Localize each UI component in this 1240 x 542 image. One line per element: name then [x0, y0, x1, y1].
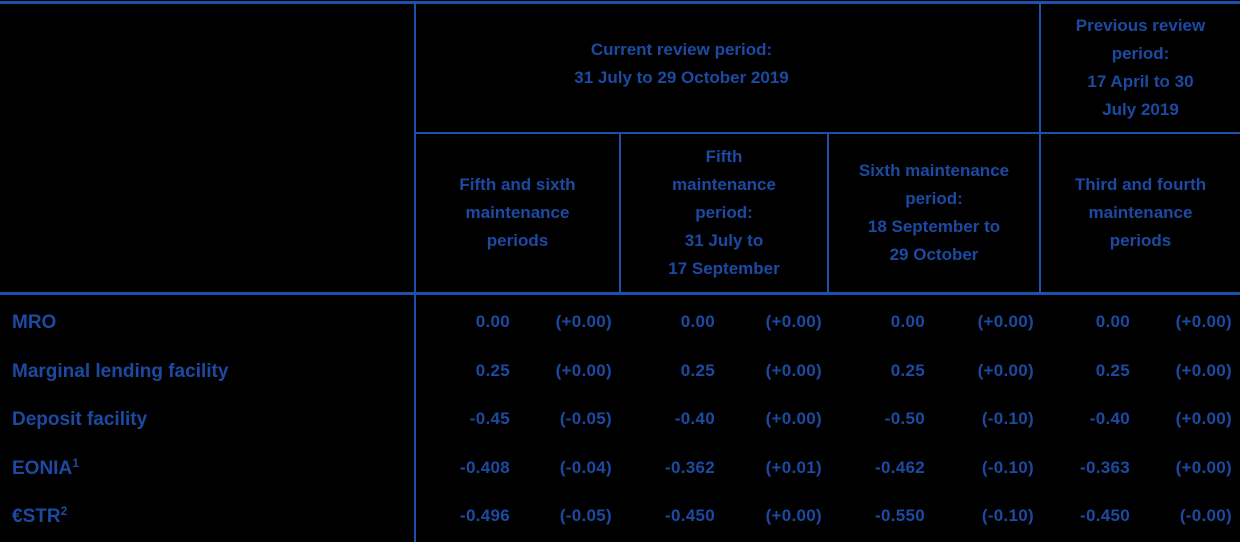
rate-value: -0.40 — [674, 409, 715, 428]
rate-change: (+0.00) — [977, 361, 1034, 380]
row-label-text: Deposit facility — [12, 409, 148, 431]
rate-value: -0.450 — [664, 506, 715, 525]
subcolumn-rule-2 — [827, 132, 829, 292]
subcolumn-rule-1 — [619, 132, 621, 292]
header-sixth-maintenance-period: Sixth maintenance period: 18 September t… — [858, 161, 1010, 264]
rate-change: (+0.00) — [977, 312, 1034, 331]
rate-value: -0.50 — [884, 409, 925, 428]
rate-change: (+0.00) — [765, 361, 822, 380]
rate-change: (+0.00) — [555, 312, 612, 331]
row-label-estr: €STR2 — [12, 504, 67, 528]
previous-period-column-rule — [1039, 1, 1041, 292]
rate-value: -0.462 — [874, 458, 925, 477]
row-label-text: EONIA — [12, 458, 73, 480]
rate-change: (+0.00) — [1175, 312, 1232, 331]
table-row: MRO 0.00 (+0.00) 0.00 (+0.00) 0.00 (+0.0… — [0, 298, 1240, 346]
header-bottom-rule — [0, 292, 1240, 295]
table-row: €STR2 -0.496 (-0.05) -0.450 (+0.00) -0.5… — [0, 492, 1240, 540]
row-label-text: €STR — [12, 506, 61, 528]
rate-value: -0.363 — [1079, 458, 1130, 477]
rate-value: 0.25 — [680, 361, 715, 380]
header-fifth-maintenance-period: Fifth maintenance period: 31 July to 17 … — [668, 147, 780, 278]
table-border-top — [0, 1, 1240, 4]
rate-change: (+0.00) — [765, 312, 822, 331]
row-label-deposit-facility: Deposit facility — [12, 407, 147, 431]
row-label-marginal-lending-facility: Marginal lending facility — [12, 359, 228, 383]
rate-value: -0.408 — [459, 458, 510, 477]
rate-change: (+0.00) — [1175, 361, 1232, 380]
rate-value: -0.40 — [1089, 409, 1130, 428]
rate-value: 0.00 — [680, 312, 715, 331]
row-label-text: MRO — [12, 312, 57, 334]
rate-value: 0.00 — [890, 312, 925, 331]
rate-value: 0.00 — [475, 312, 510, 331]
rate-change: (-0.10) — [981, 458, 1034, 477]
rate-change: (-0.05) — [559, 409, 612, 428]
rate-value: -0.450 — [1079, 506, 1130, 525]
rate-value: -0.362 — [664, 458, 715, 477]
rate-change: (-0.04) — [559, 458, 612, 477]
rate-change: (+0.00) — [1175, 458, 1232, 477]
rate-change: (-0.05) — [559, 506, 612, 525]
rate-change: (+0.00) — [1175, 409, 1232, 428]
rate-change: (-0.10) — [981, 409, 1034, 428]
table-row: Marginal lending facility 0.25 (+0.00) 0… — [0, 347, 1240, 395]
rate-value: -0.550 — [874, 506, 925, 525]
row-label-mro: MRO — [12, 310, 56, 334]
row-label-eonia: EONIA1 — [12, 456, 79, 480]
table-row: Deposit facility -0.45 (-0.05) -0.40 (+0… — [0, 395, 1240, 443]
rate-change: (+0.01) — [765, 458, 822, 477]
rate-value: 0.00 — [1095, 312, 1130, 331]
table-row: EONIA1 -0.408 (-0.04) -0.362 (+0.01) -0.… — [0, 444, 1240, 492]
rate-change: (-0.00) — [1179, 506, 1232, 525]
header-third-and-fourth-periods: Third and fourth maintenance periods — [1074, 175, 1207, 250]
rate-change: (+0.00) — [555, 361, 612, 380]
rate-value: 0.25 — [890, 361, 925, 380]
label-column-rule — [414, 1, 416, 542]
footnote-marker: 1 — [72, 455, 79, 470]
rate-value: 0.25 — [475, 361, 510, 380]
row-label-text: Marginal lending facility — [12, 361, 229, 383]
header-current-review-period: Current review period: 31 July to 29 Oct… — [574, 40, 789, 87]
rate-value: -0.45 — [469, 409, 510, 428]
rate-value: 0.25 — [1095, 361, 1130, 380]
rate-change: (-0.10) — [981, 506, 1034, 525]
header-fifth-and-sixth-periods: Fifth and sixth maintenance periods — [459, 175, 576, 250]
header-previous-review-period: Previous review period: 17 April to 30 J… — [1075, 16, 1206, 119]
rate-change: (+0.00) — [765, 409, 822, 428]
rate-change: (+0.00) — [765, 506, 822, 525]
footnote-marker: 2 — [60, 503, 68, 518]
rate-value: -0.496 — [459, 506, 510, 525]
